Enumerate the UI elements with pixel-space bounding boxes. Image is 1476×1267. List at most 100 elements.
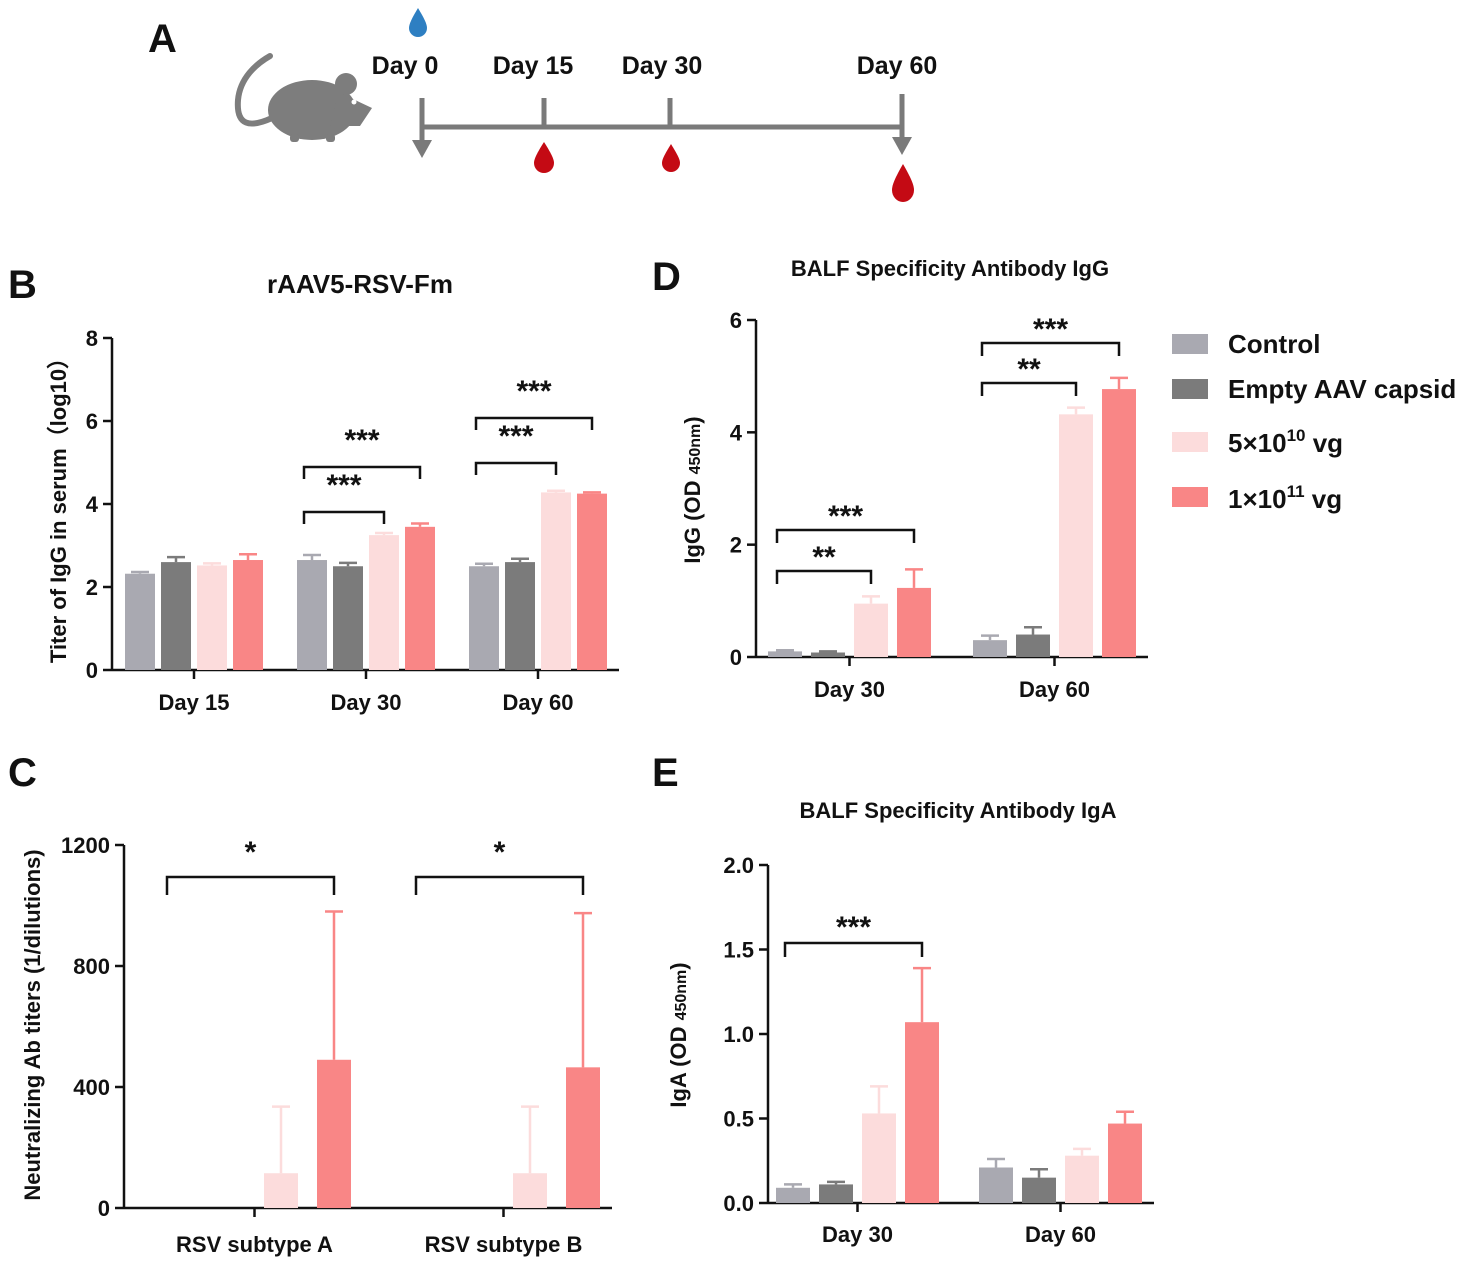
legend: Control Empty AAV capsid 5×1010 vg 1×101… (1172, 329, 1456, 514)
y-tick-label: 6 (730, 308, 742, 333)
bar (979, 1167, 1013, 1203)
significance-label: *** (836, 911, 871, 944)
bar (768, 651, 802, 657)
significance-bracket (302, 510, 386, 524)
significance-bracket (783, 941, 924, 957)
x-tick-label: Day 30 (814, 677, 885, 702)
x-tick-label: RSV subtype A (176, 1232, 333, 1257)
significance-label: *** (344, 424, 379, 457)
significance-label: *** (516, 375, 551, 408)
significance-label: * (245, 836, 257, 869)
bar (369, 535, 399, 670)
bar (854, 603, 888, 657)
bar (405, 526, 435, 670)
bar (1016, 634, 1050, 657)
y-tick-label: 400 (73, 1075, 110, 1100)
bar (819, 1184, 853, 1203)
bar (973, 640, 1007, 657)
y-tick-label: 2 (86, 575, 98, 600)
plot-area-c: 0 400 800 1200 RSV subtype A RSV subtype B * * (61, 833, 612, 1257)
bar (862, 1113, 896, 1203)
bar (905, 1022, 939, 1203)
bar (1108, 1123, 1142, 1203)
legend-label-empty-capsid: Empty AAV capsid (1228, 374, 1456, 404)
x-tick-label: Day 15 (159, 690, 230, 715)
timeline-day-15: Day 15 (493, 52, 574, 80)
timeline-axis (412, 94, 912, 158)
blood-drop-icon (892, 164, 914, 202)
legend-swatch-low-dose (1172, 432, 1208, 452)
y-tick-label: 0 (86, 658, 98, 683)
plot-area-e: 0.0 0.5 1.0 1.5 2.0 Day 30 Day 60 *** (723, 853, 1154, 1247)
y-axis-label-c: Neutralizing Ab titers (1/dilutions) (20, 849, 45, 1200)
bar (197, 565, 227, 670)
bar (1059, 414, 1093, 657)
x-tick-label: RSV subtype B (425, 1232, 583, 1257)
bar (469, 566, 499, 670)
y-tick-label: 0 (730, 645, 742, 670)
y-tick-label: 6 (86, 409, 98, 434)
panel-letter-a: A (148, 17, 177, 61)
significance-bracket (980, 381, 1078, 396)
bar (897, 587, 931, 657)
y-tick-label: 1.5 (723, 938, 754, 963)
significance-label: *** (326, 469, 361, 502)
legend-label-low-dose: 5×1010 vg (1228, 426, 1343, 458)
immunization-drop-icon (409, 8, 427, 37)
mouse-icon (234, 53, 372, 142)
timeline-day-60: Day 60 (857, 52, 938, 80)
y-tick-label: 2.0 (723, 853, 754, 878)
panel-d: D BALF Specificity Antibody IgG IgG (OD … (652, 255, 1148, 702)
timeline-day-0: Day 0 (372, 52, 439, 80)
significance-label: *** (498, 420, 533, 453)
bar (233, 560, 263, 670)
significance-bracket (474, 416, 594, 430)
bar (1022, 1177, 1056, 1203)
significance-label: ** (812, 541, 836, 574)
bar (125, 573, 155, 670)
significance-bracket (980, 341, 1121, 356)
significance-label: ** (1017, 353, 1041, 386)
y-axis-label-b: Titer of IgG in serum（log10） (46, 347, 71, 663)
y-tick-label: 8 (86, 326, 98, 351)
bar (297, 560, 327, 670)
significance-bracket (302, 465, 422, 479)
y-tick-label: 1.0 (723, 1022, 754, 1047)
y-tick-label: 4 (86, 492, 99, 517)
bar (505, 562, 535, 670)
plot-area-b: 0 2 4 6 8 Day 15 Day 30 Day 60 *** *** *** *** (86, 326, 619, 715)
significance-label: * (494, 836, 506, 869)
x-tick-label: Day 60 (1025, 1222, 1096, 1247)
panel-letter-c: C (8, 751, 37, 795)
x-tick-label: Day 60 (503, 690, 574, 715)
chart-title-b: rAAV5-RSV-Fm (267, 269, 453, 299)
y-tick-label: 0.0 (723, 1191, 754, 1216)
significance-bracket (414, 875, 585, 895)
significance-bracket (474, 461, 558, 475)
panel-letter-e: E (652, 751, 679, 795)
y-tick-label: 0 (98, 1196, 110, 1221)
panel-b: B rAAV5-RSV-Fm Titer of IgG in serum（log… (8, 263, 619, 715)
timeline-day-30: Day 30 (622, 52, 703, 80)
y-tick-label: 800 (73, 954, 110, 979)
legend-swatch-control (1172, 334, 1208, 354)
bar (577, 493, 607, 670)
y-tick-label: 2 (730, 533, 742, 558)
bar (333, 566, 363, 670)
panel-e: E BALF Specificity Antibody IgA IgA (OD … (652, 751, 1154, 1247)
y-tick-label: 4 (730, 420, 743, 445)
y-tick-label: 0.5 (723, 1107, 754, 1132)
significance-bracket (775, 569, 873, 584)
bar (776, 1187, 810, 1203)
bar (811, 652, 845, 657)
y-tick-label: 1200 (61, 833, 110, 858)
bar (513, 1173, 547, 1208)
chart-title-d: BALF Specificity Antibody IgG (791, 256, 1109, 281)
y-axis-label-d: IgG (OD 450nm) (680, 416, 705, 563)
chart-title-e: BALF Specificity Antibody IgA (800, 798, 1117, 823)
bar (1065, 1155, 1099, 1203)
panel-c: C Neutralizing Ab titers (1/dilutions) 0… (8, 751, 612, 1257)
bar (317, 1059, 351, 1208)
